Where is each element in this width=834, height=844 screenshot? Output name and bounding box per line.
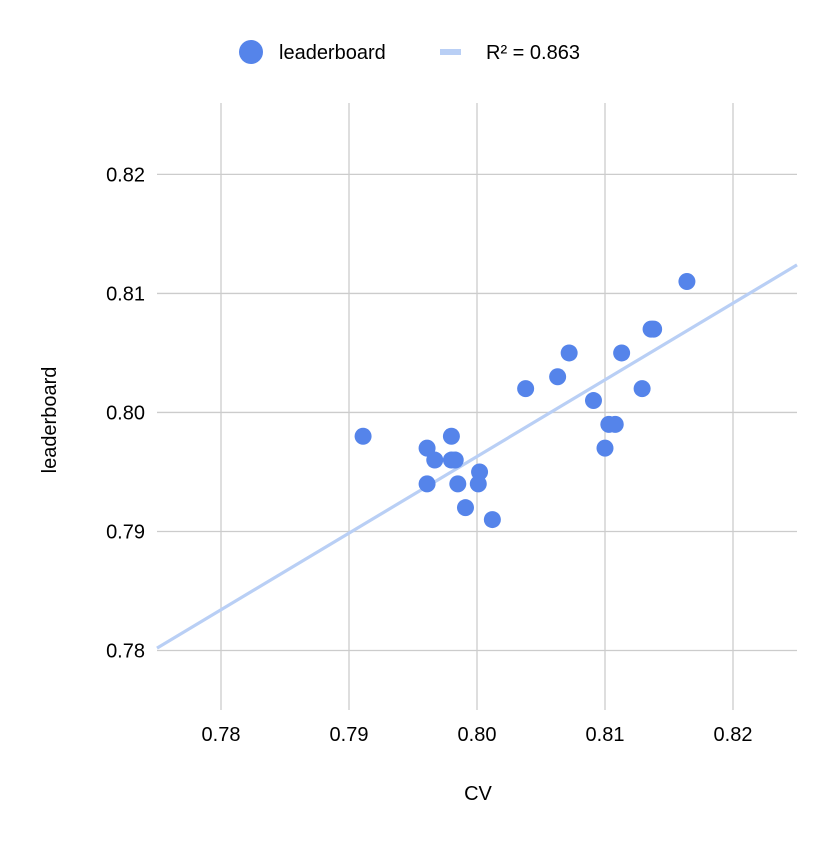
data-point: [678, 273, 696, 291]
x-axis-ticks: 0.78 0.79 0.80 0.81 0.82: [202, 724, 753, 746]
data-point: [549, 368, 567, 386]
x-tick-label: 0.82: [714, 724, 753, 746]
data-points: [354, 273, 696, 529]
trendline-layer: [156, 263, 798, 650]
data-point: [517, 380, 535, 398]
x-tick-label: 0.81: [586, 724, 625, 746]
y-tick-label: 0.82: [106, 164, 145, 186]
data-point: [645, 320, 663, 338]
data-point: [613, 344, 631, 362]
data-point: [483, 511, 501, 529]
data-point: [456, 499, 474, 517]
data-point: [354, 427, 372, 445]
x-tick-label: 0.78: [202, 724, 241, 746]
y-tick-label: 0.80: [106, 402, 145, 424]
data-point: [560, 344, 578, 362]
x-tick-label: 0.80: [458, 724, 497, 746]
legend: leaderboard R² = 0.863: [239, 40, 580, 64]
data-point: [633, 380, 651, 398]
data-point: [426, 451, 444, 469]
data-point: [446, 451, 464, 469]
x-axis-title: CV: [464, 783, 492, 805]
grid-lines: [157, 103, 797, 710]
data-point: [449, 475, 467, 493]
y-tick-label: 0.79: [106, 521, 145, 543]
data-point: [606, 415, 624, 433]
y-axis-title: leaderboard: [39, 367, 61, 474]
legend-marker-trendline: [440, 49, 461, 55]
legend-label-trendline: R² = 0.863: [486, 42, 580, 64]
data-point: [418, 475, 436, 493]
data-point: [584, 392, 602, 410]
legend-label-leaderboard: leaderboard: [279, 42, 386, 64]
data-point: [469, 475, 487, 493]
y-tick-label: 0.81: [106, 283, 145, 305]
legend-marker-leaderboard: [239, 40, 263, 64]
trendline: [156, 263, 798, 650]
y-axis-ticks: 0.78 0.79 0.80 0.81 0.82: [106, 164, 145, 662]
x-tick-label: 0.79: [330, 724, 369, 746]
y-tick-label: 0.78: [106, 640, 145, 662]
data-point: [442, 427, 460, 445]
data-point: [596, 439, 614, 457]
